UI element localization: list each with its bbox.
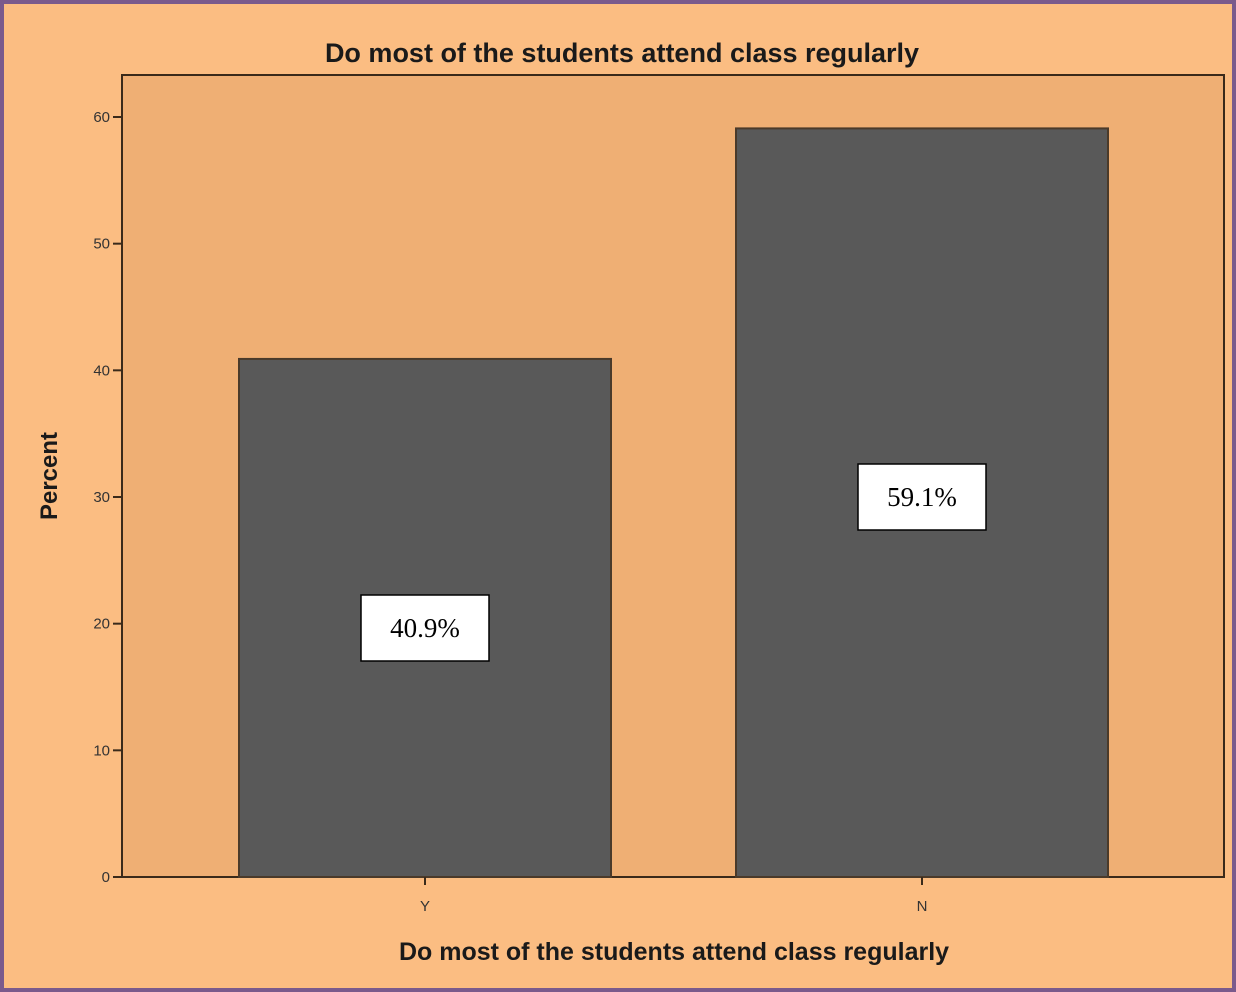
y-tick-label: 20 [93, 616, 110, 633]
y-tick-label: 30 [93, 489, 110, 506]
y-axis-ticks: 0 10 20 30 40 50 60 [93, 109, 122, 886]
y-axis-label: Percent [36, 432, 63, 520]
x-tick-label: N [917, 898, 928, 915]
y-tick-label: 60 [93, 109, 110, 126]
x-axis-label: Do most of the students attend class reg… [399, 938, 949, 966]
value-label-text: 59.1% [887, 482, 957, 512]
y-tick-label: 50 [93, 236, 110, 253]
value-label: 40.9% [360, 594, 490, 662]
x-tick-label: Y [420, 898, 430, 915]
y-tick-label: 0 [102, 869, 110, 886]
value-label-text: 40.9% [390, 613, 460, 643]
value-label-box [360, 594, 490, 662]
chart-title: Do most of the students attend class reg… [325, 38, 919, 68]
y-tick-label: 40 [93, 362, 110, 379]
y-tick-label: 10 [93, 742, 110, 759]
value-labels: 40.9% 59.1% [360, 463, 987, 662]
value-label-box [857, 463, 987, 531]
value-label: 59.1% [857, 463, 987, 531]
